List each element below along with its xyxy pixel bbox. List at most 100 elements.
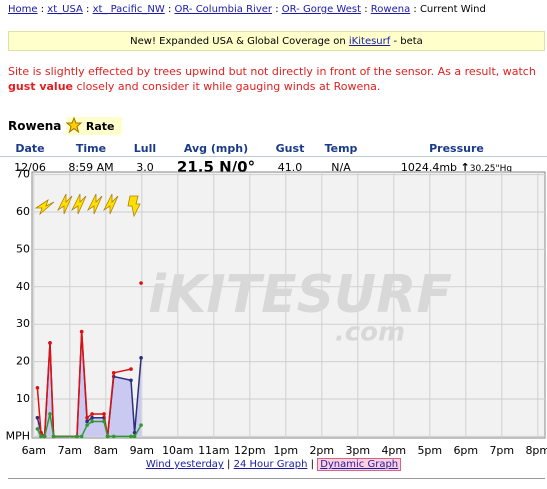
crumb-link[interactable]: Rowena bbox=[370, 4, 411, 15]
point bbox=[105, 434, 110, 439]
col-header: Pressure bbox=[366, 140, 547, 157]
point bbox=[111, 434, 116, 439]
cell: 41.0 bbox=[277, 160, 303, 174]
cell: N/A bbox=[331, 160, 351, 174]
y-tick-label: 60 bbox=[16, 205, 30, 218]
point bbox=[35, 427, 40, 431]
x-tick-label: 1pm bbox=[273, 444, 298, 457]
x-tick-label: 11am bbox=[198, 444, 229, 457]
station-name: Rowena bbox=[8, 119, 62, 133]
divider bbox=[8, 478, 545, 479]
col-header: Lull bbox=[122, 140, 168, 157]
x-tick-label: 6am bbox=[22, 444, 46, 457]
header-row: Date Time Lull Avg (mph) Gust Temp Press… bbox=[0, 140, 547, 157]
cell: 12/06 bbox=[14, 160, 46, 174]
y-tick-label: 50 bbox=[16, 242, 30, 255]
x-tick-label: 10am bbox=[162, 444, 193, 457]
x-tick-label: 8am bbox=[94, 444, 118, 457]
y-tick-label: 70 bbox=[16, 168, 30, 181]
col-header: Date bbox=[0, 140, 60, 157]
point bbox=[111, 371, 116, 375]
x-tick-label: 7pm bbox=[489, 444, 514, 457]
notice: Site is slightly effected by trees upwin… bbox=[8, 64, 542, 94]
crumb-link[interactable]: xt_ Pacific_NW bbox=[92, 4, 165, 15]
point bbox=[42, 434, 47, 439]
y-tick-label: 20 bbox=[16, 355, 30, 368]
point bbox=[139, 281, 143, 285]
sep: | bbox=[227, 459, 231, 470]
crumb-link[interactable]: OR- Columbia River bbox=[174, 4, 273, 15]
sep: : bbox=[275, 4, 279, 15]
grid bbox=[32, 172, 545, 438]
banner-link[interactable]: iKitesurf bbox=[348, 36, 391, 47]
point bbox=[79, 329, 84, 334]
cell: 3.0 bbox=[136, 160, 154, 174]
point bbox=[102, 419, 106, 424]
sep: : bbox=[40, 4, 45, 15]
x-tick-label: 5pm bbox=[417, 444, 442, 457]
rate-button[interactable]: Rate bbox=[65, 116, 122, 135]
x-tick-label: 9am bbox=[130, 444, 154, 457]
footer-links: Wind yesterday | 24 Hour Graph | Dynamic… bbox=[0, 458, 547, 471]
y-tick-label: 40 bbox=[16, 280, 30, 293]
x-tick-label: 6pm bbox=[453, 444, 478, 457]
sep: : bbox=[364, 4, 368, 15]
point bbox=[129, 378, 133, 383]
cell: 8:59 AM bbox=[68, 160, 114, 174]
col-header: Time bbox=[60, 140, 122, 157]
y-tick-label: MPH bbox=[6, 429, 30, 442]
point bbox=[51, 434, 56, 439]
point bbox=[90, 415, 94, 420]
point bbox=[85, 423, 89, 427]
direction-icons bbox=[34, 193, 141, 218]
area bbox=[37, 331, 142, 437]
point bbox=[129, 367, 133, 371]
point bbox=[102, 412, 106, 416]
point bbox=[48, 412, 52, 416]
sep: : bbox=[86, 4, 90, 15]
footer-link[interactable]: 24 Hour Graph bbox=[233, 459, 308, 470]
crumb-link[interactable]: OR- Gorge West bbox=[281, 4, 362, 15]
star-icon bbox=[65, 116, 83, 134]
y-tick-label: 30 bbox=[16, 317, 30, 330]
obs-table: Date Time Lull Avg (mph) Gust Temp Press… bbox=[0, 140, 547, 177]
rate-text: Rate bbox=[85, 120, 115, 133]
col-header: Gust bbox=[264, 140, 316, 157]
point bbox=[85, 415, 89, 420]
x-tick-label: 2pm bbox=[309, 444, 334, 457]
banner: New! Expanded USA & Global Coverage on i… bbox=[8, 31, 545, 51]
crumb-link[interactable]: xt_USA bbox=[47, 4, 83, 15]
col-header: Temp bbox=[316, 140, 366, 157]
point bbox=[85, 419, 89, 424]
footer-link[interactable]: Dynamic Graph bbox=[317, 458, 402, 471]
point bbox=[90, 412, 94, 416]
crumb-link[interactable]: Home bbox=[8, 4, 38, 15]
watermark: iKITESURF bbox=[148, 265, 452, 325]
point bbox=[79, 434, 84, 439]
x-tick-label: 12pm bbox=[234, 444, 266, 457]
y-tick-label: 10 bbox=[16, 392, 30, 405]
cell: 1024.4mb ↑30.25"Hg bbox=[366, 157, 547, 178]
point bbox=[90, 419, 94, 424]
watermark-sub: .com bbox=[335, 318, 405, 348]
point bbox=[75, 434, 79, 439]
point bbox=[48, 341, 52, 345]
point bbox=[129, 434, 133, 439]
x-tick-label: 3pm bbox=[345, 444, 370, 457]
point bbox=[35, 385, 40, 390]
notice-bold: gust value bbox=[8, 80, 73, 93]
notice-text: closely and consider it while gauging wi… bbox=[76, 80, 381, 93]
footer-link[interactable]: Wind yesterday bbox=[145, 459, 224, 470]
x-tick-label: 4pm bbox=[381, 444, 406, 457]
crumb-current: Current Wind bbox=[419, 4, 486, 15]
chart: iKITESURF .com MPH 10 20 30 40 50 60 70 6am 7am 8a… bbox=[6, 168, 547, 457]
col-header: Avg (mph) bbox=[168, 140, 264, 157]
banner-text: New! Expanded USA & Global Coverage on bbox=[130, 36, 346, 47]
point bbox=[132, 434, 137, 439]
point bbox=[139, 356, 143, 360]
point bbox=[39, 434, 43, 439]
notice-text: Site is slightly effected by trees upwin… bbox=[8, 65, 536, 78]
pressure-hg: 30.25"Hg bbox=[469, 163, 513, 174]
pressure-mb: 1024.4mb bbox=[400, 160, 458, 174]
